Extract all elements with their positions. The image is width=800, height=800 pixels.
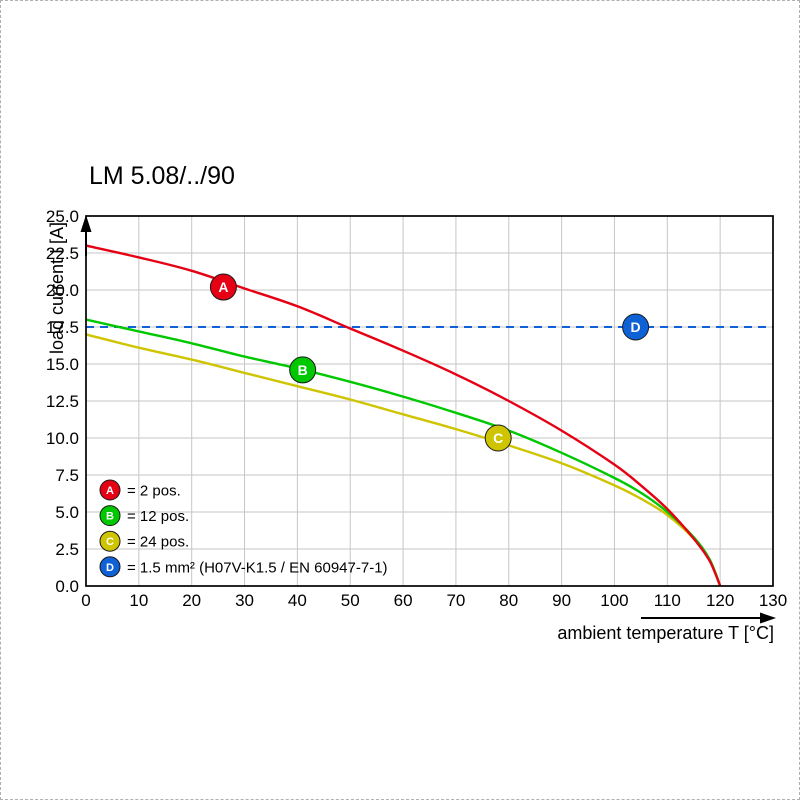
legend-letter-D: D [106,562,114,574]
x-tick-label: 10 [129,591,148,610]
y-tick-label: 7.5 [55,466,79,485]
legend-swatch-A [99,479,121,501]
marker-B: B [289,356,317,384]
x-axis-label: ambient temperature T [°C] [557,623,774,643]
plot-frame [85,215,774,587]
x-tick-label: 20 [182,591,201,610]
x-tick-label: 80 [499,591,518,610]
legend-label-B: = 12 pos. [127,508,189,525]
x-tick-label: 50 [341,591,360,610]
legend-item-D: D = 1.5 mm² (H07V-K1.5 / EN 60947-7-1) [99,556,388,578]
x-tick-label: 0 [81,591,90,610]
legend-swatch-C [99,530,121,552]
marker-letter-D: D [631,319,641,335]
y-axis-arrowhead-icon [80,215,92,232]
legend-letter-B: B [106,511,114,523]
chart-plot-area: 0 10 20 30 40 50 60 70 80 90 100 110 120 130 0.0 2.5 5.0… [46,207,787,624]
marker-A: A [209,273,237,301]
chart-title: LM 5.08/../90 [89,162,235,190]
legend-letter-C: C [106,536,114,548]
x-tick-label: 100 [600,591,628,610]
y-tick-label: 15.0 [46,355,79,374]
y-tick-label: 25.0 [46,207,79,226]
y-axis-label: load current I [A] [47,222,67,354]
y-tick-label: 20.0 [46,281,79,300]
x-tick-label: 90 [552,591,571,610]
y-tick-label: 22.5 [46,244,79,263]
marker-letter-B: B [298,362,308,378]
marker-letter-C: C [493,430,503,446]
curve-C [85,333,722,587]
marker-D: D [622,313,650,341]
x-axis-arrowhead-icon [760,612,776,624]
x-tick-label: 60 [394,591,413,610]
y-tick-label: 5.0 [55,503,79,522]
x-tick-label: 40 [288,591,307,610]
x-tick-label: 120 [706,591,734,610]
legend-letter-A: A [106,485,114,497]
legend-label-C: = 24 pos. [127,534,189,551]
y-tick-label: 10.0 [46,429,79,448]
x-tick-label: 130 [759,591,787,610]
y-tick-label: 17.5 [46,318,79,337]
y-tick-label: 2.5 [55,540,79,559]
marker-C: C [484,424,512,452]
legend-item-C: C = 24 pos. [99,530,189,552]
legend-swatch-D [99,556,121,578]
x-tick-label: 70 [446,591,465,610]
y-tick-label: 12.5 [46,392,79,411]
legend-label-A: = 2 pos. [127,483,181,500]
x-tick-label: 30 [235,591,254,610]
legend-label-D: = 1.5 mm² (H07V-K1.5 / EN 60947-7-1) [127,559,388,576]
legend-item-A: A = 2 pos. [99,479,181,501]
legend-swatch-B [99,505,121,527]
y-tick-label: 0.0 [55,577,79,596]
marker-letter-A: A [218,279,228,295]
x-tick-label: 110 [654,591,681,610]
legend-item-B: B = 12 pos. [99,505,189,527]
